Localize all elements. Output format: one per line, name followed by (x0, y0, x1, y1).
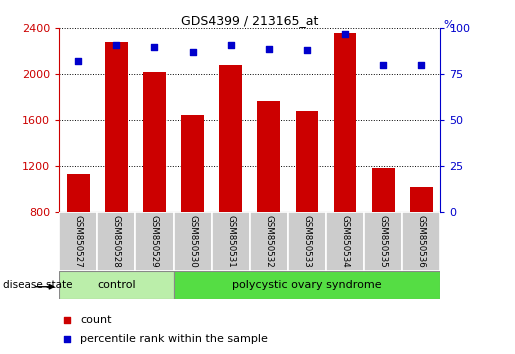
Bar (212, 212, 250, 271)
Point (341, 31, 349, 37)
Bar (174, 212, 212, 271)
Text: control: control (97, 280, 135, 290)
Point (63, 336, 71, 341)
Bar (326, 212, 364, 271)
Point (227, 42, 235, 48)
Title: GDS4399 / 213165_at: GDS4399 / 213165_at (181, 14, 318, 27)
Text: count: count (80, 315, 112, 325)
Bar (288, 212, 326, 271)
Bar (250, 212, 288, 271)
Text: GSM850536: GSM850536 (417, 215, 426, 268)
Point (379, 62, 387, 68)
Point (63, 317, 71, 323)
Text: GSM850532: GSM850532 (264, 215, 273, 268)
Bar (181, 115, 204, 212)
Text: GSM850530: GSM850530 (188, 215, 197, 268)
Text: GSM850534: GSM850534 (340, 215, 350, 268)
Text: percentile rank within the sample: percentile rank within the sample (80, 333, 268, 344)
Text: disease state: disease state (3, 280, 72, 290)
Bar (364, 212, 402, 271)
Bar (402, 212, 440, 271)
Bar (219, 65, 242, 212)
Point (150, 44, 159, 50)
Point (74, 59, 82, 64)
Bar (105, 42, 128, 212)
Text: GSM850529: GSM850529 (150, 215, 159, 268)
Bar (334, 33, 356, 212)
Bar (174, 271, 440, 299)
Point (188, 50, 197, 55)
Text: GSM850535: GSM850535 (379, 215, 388, 268)
Bar (59, 271, 174, 299)
Text: GSM850527: GSM850527 (74, 215, 83, 268)
Text: GSM850533: GSM850533 (302, 215, 312, 268)
Bar (67, 175, 90, 212)
Text: GSM850528: GSM850528 (112, 215, 121, 268)
Text: GSM850531: GSM850531 (226, 215, 235, 268)
Bar (410, 187, 433, 212)
Point (417, 62, 425, 68)
Point (265, 46, 273, 51)
Point (303, 47, 311, 53)
Bar (135, 212, 174, 271)
Bar (59, 212, 97, 271)
Bar (143, 72, 166, 212)
Text: %: % (443, 20, 454, 30)
Point (112, 42, 121, 48)
Text: polycystic ovary syndrome: polycystic ovary syndrome (232, 280, 382, 290)
Bar (296, 111, 318, 212)
Bar (372, 167, 394, 212)
Bar (258, 101, 280, 212)
Bar (97, 212, 135, 271)
